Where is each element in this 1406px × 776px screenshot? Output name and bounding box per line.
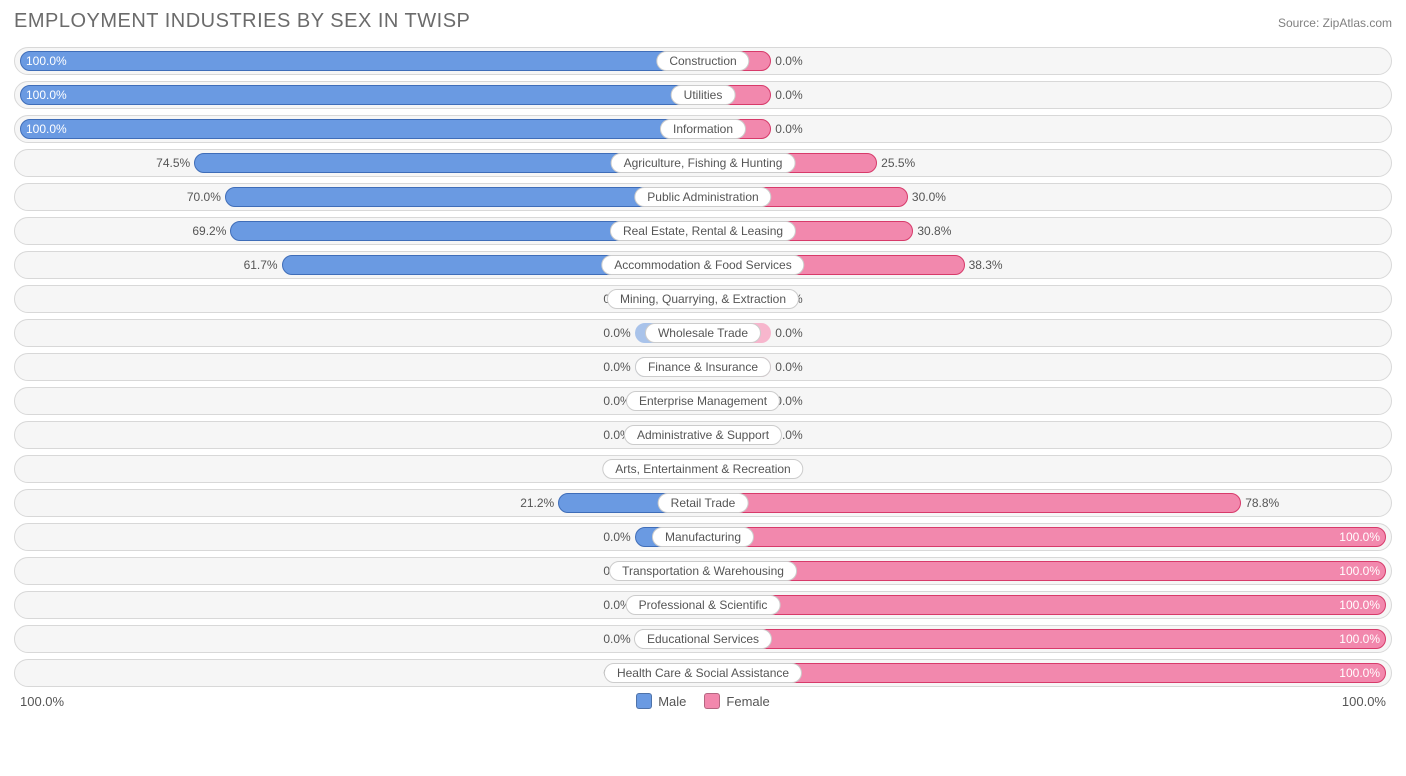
female-value-label: 30.8% — [917, 221, 951, 241]
female-value-label: 100.0% — [1333, 561, 1386, 581]
industry-label: Retail Trade — [658, 493, 749, 513]
female-value-label: 0.0% — [775, 357, 802, 377]
male-swatch-icon — [636, 693, 652, 709]
male-value-label: 100.0% — [20, 119, 73, 139]
axis-left-label: 100.0% — [20, 694, 64, 709]
industry-label: Educational Services — [634, 629, 772, 649]
female-value-label: 100.0% — [1333, 629, 1386, 649]
chart-row: 0.0%100.0%Transportation & Warehousing — [14, 557, 1392, 585]
diverging-bar-chart: 100.0% 0.0% Construction 100.0% 0.0% Utilitie… — [14, 47, 1392, 687]
female-value-label: 100.0% — [1333, 595, 1386, 615]
male-value-label: 70.0% — [187, 187, 221, 207]
chart-row: 0.0% 100.0% Educational Services — [14, 625, 1392, 653]
male-value-label: 0.0% — [603, 629, 630, 649]
chart-row: 0.0%0.0%Arts, Entertainment & Recreation — [14, 455, 1392, 483]
axis-right-label: 100.0% — [1342, 694, 1386, 709]
industry-label: Finance & Insurance — [635, 357, 771, 377]
chart-row: 0.0% 0.0% Wholesale Trade — [14, 319, 1392, 347]
legend-male-label: Male — [658, 694, 686, 709]
male-bar — [20, 119, 703, 139]
female-value-label: 0.0% — [775, 323, 802, 343]
industry-label: Administrative & Support — [624, 425, 782, 445]
female-bar — [703, 493, 1241, 513]
industry-label: Mining, Quarrying, & Extraction — [607, 289, 799, 309]
female-value-label: 0.0% — [775, 51, 802, 71]
industry-label: Enterprise Management — [626, 391, 780, 411]
chart-row: 0.0%100.0%Professional & Scientific — [14, 591, 1392, 619]
legend-female-label: Female — [726, 694, 769, 709]
industry-label: Health Care & Social Assistance — [604, 663, 802, 683]
industry-label: Professional & Scientific — [626, 595, 781, 615]
chart-title: EMPLOYMENT INDUSTRIES BY SEX IN TWISP — [14, 10, 470, 33]
female-value-label: 0.0% — [775, 85, 802, 105]
female-value-label: 78.8% — [1245, 493, 1279, 513]
chart-row: 74.5% 25.5% Agriculture, Fishing & Hunting — [14, 149, 1392, 177]
male-value-label: 0.0% — [603, 527, 630, 547]
legend-female: Female — [704, 693, 769, 709]
female-bar — [703, 663, 1386, 683]
chart-row: 0.0% 0.0%Finance & Insurance — [14, 353, 1392, 381]
industry-label: Agriculture, Fishing & Hunting — [611, 153, 796, 173]
industry-label: Arts, Entertainment & Recreation — [602, 459, 803, 479]
industry-label: Accommodation & Food Services — [601, 255, 804, 275]
chart-row: 0.0% 100.0% Manufacturing — [14, 523, 1392, 551]
female-value-label: 0.0% — [775, 119, 802, 139]
industry-label: Utilities — [671, 85, 736, 105]
chart-footer: 100.0% Male Female 100.0% — [14, 693, 1392, 709]
male-value-label: 69.2% — [192, 221, 226, 241]
chart-row: 100.0% 0.0% Construction — [14, 47, 1392, 75]
female-value-label: 38.3% — [969, 255, 1003, 275]
chart-row: 69.2% 30.8% Real Estate, Rental & Leasing — [14, 217, 1392, 245]
male-value-label: 100.0% — [20, 85, 73, 105]
chart-row: 100.0% 0.0% Utilities — [14, 81, 1392, 109]
legend: Male Female — [636, 693, 770, 709]
female-swatch-icon — [704, 693, 720, 709]
female-value-label: 100.0% — [1333, 663, 1386, 683]
chart-row: 21.2% 78.8% Retail Trade — [14, 489, 1392, 517]
chart-row: 100.0% 0.0% Information — [14, 115, 1392, 143]
chart-source: Source: ZipAtlas.com — [1278, 16, 1392, 30]
female-bar — [703, 629, 1386, 649]
male-value-label: 61.7% — [244, 255, 278, 275]
male-value-label: 74.5% — [156, 153, 190, 173]
chart-header: EMPLOYMENT INDUSTRIES BY SEX IN TWISP So… — [14, 10, 1392, 33]
male-value-label: 0.0% — [603, 323, 630, 343]
industry-label: Transportation & Warehousing — [609, 561, 797, 581]
industry-label: Construction — [656, 51, 749, 71]
female-value-label: 100.0% — [1333, 527, 1386, 547]
chart-row: 0.0%0.0%Enterprise Management — [14, 387, 1392, 415]
male-value-label: 0.0% — [603, 357, 630, 377]
legend-male: Male — [636, 693, 686, 709]
chart-row: 0.0%0.0%Administrative & Support — [14, 421, 1392, 449]
chart-row: 0.0%0.0%Mining, Quarrying, & Extraction — [14, 285, 1392, 313]
industry-label: Public Administration — [634, 187, 771, 207]
male-bar — [20, 51, 703, 71]
chart-row: 61.7% 38.3% Accommodation & Food Services — [14, 251, 1392, 279]
male-bar — [225, 187, 703, 207]
industry-label: Real Estate, Rental & Leasing — [610, 221, 796, 241]
male-bar — [20, 85, 703, 105]
female-bar — [703, 561, 1386, 581]
male-value-label: 100.0% — [20, 51, 73, 71]
female-value-label: 25.5% — [881, 153, 915, 173]
female-bar — [703, 527, 1386, 547]
chart-row: 0.0%100.0%Health Care & Social Assistanc… — [14, 659, 1392, 687]
industry-label: Information — [660, 119, 746, 139]
industry-label: Wholesale Trade — [645, 323, 761, 343]
female-value-label: 30.0% — [912, 187, 946, 207]
male-value-label: 21.2% — [520, 493, 554, 513]
chart-row: 70.0% 30.0% Public Administration — [14, 183, 1392, 211]
industry-label: Manufacturing — [652, 527, 754, 547]
female-bar — [703, 595, 1386, 615]
